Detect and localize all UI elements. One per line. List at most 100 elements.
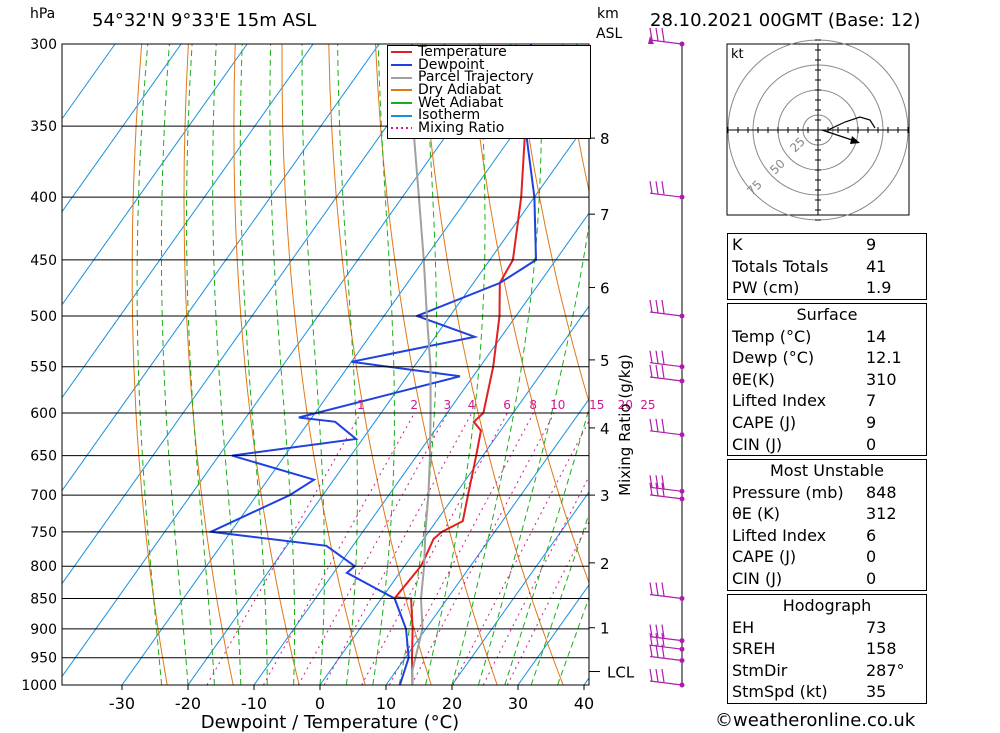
hodograph-title: Hodograph bbox=[782, 596, 872, 615]
dry-adiabat-line bbox=[937, 44, 1000, 685]
wind-barb bbox=[649, 475, 683, 492]
mu-value: 848 bbox=[866, 482, 897, 502]
hodograph-unit: kt bbox=[731, 47, 744, 62]
wind-barb-dot bbox=[679, 646, 685, 652]
index-value: 1.9 bbox=[866, 278, 892, 298]
surface-title: Surface bbox=[796, 305, 858, 324]
mu-value: 6 bbox=[866, 525, 877, 545]
legend-entry: Mixing Ratio bbox=[388, 121, 590, 135]
pressure-tick-label: 950 bbox=[30, 651, 57, 667]
mixing-ratio-line bbox=[206, 412, 362, 685]
pressure-tick-label: 450 bbox=[30, 253, 57, 269]
hodo-value: 287° bbox=[866, 660, 905, 680]
wet-adiabat-line bbox=[425, 44, 486, 685]
index-label: Totals Totals bbox=[732, 256, 829, 276]
hodo-label: StmSpd (kt) bbox=[732, 682, 828, 702]
hodo-value: 73 bbox=[866, 617, 887, 637]
surface-value: 0 bbox=[866, 434, 877, 454]
surface-row: θE(K) 310 bbox=[728, 369, 926, 391]
pressure-unit-label: hPa bbox=[30, 6, 56, 22]
mu-label: Pressure (mb) bbox=[732, 482, 844, 502]
x-axis-label: Dewpoint / Temperature (°C) bbox=[201, 712, 459, 733]
wind-barb bbox=[649, 624, 683, 642]
x-tick-label: 0 bbox=[315, 694, 325, 713]
legend-entry: Dry Adiabat bbox=[388, 83, 590, 97]
legend-entry: Isotherm bbox=[388, 109, 590, 122]
most-unstable-table: Most Unstable Pressure (mb) 848 θE (K) 312… bbox=[727, 459, 927, 591]
wind-barb bbox=[649, 299, 683, 317]
mu-value: 0 bbox=[866, 547, 877, 567]
legend-swatch bbox=[391, 127, 412, 130]
pressure-tick-label: 550 bbox=[30, 360, 57, 376]
pressure-tick-label: 600 bbox=[30, 406, 57, 422]
height-tick-label: 7 bbox=[600, 206, 610, 224]
hodo-label: SREH bbox=[732, 639, 776, 659]
mixing-ratio-label: 4 bbox=[468, 398, 476, 412]
height-tick-label: 4 bbox=[600, 420, 610, 438]
wind-barb bbox=[649, 668, 683, 686]
pressure-tick-label: 800 bbox=[30, 559, 57, 575]
legend-entry: Wet Adiabat bbox=[388, 96, 590, 110]
mixing-ratio-label: 1 bbox=[357, 398, 365, 412]
x-tick-label: -20 bbox=[175, 694, 201, 713]
isotherm-line bbox=[62, 44, 248, 306]
height-tick-label: 8 bbox=[600, 130, 610, 148]
pressure-tick-label: 900 bbox=[30, 622, 57, 638]
height-tick-label: 3 bbox=[600, 487, 610, 505]
x-tick-label: 10 bbox=[376, 694, 396, 713]
isotherm-line bbox=[62, 44, 446, 585]
surface-label: CAPE (J) bbox=[732, 412, 797, 432]
surface-row: CAPE (J) 9 bbox=[728, 412, 926, 434]
isotherm-line bbox=[451, 491, 589, 685]
mixing-ratio-line bbox=[410, 412, 555, 685]
wind-barb bbox=[649, 364, 683, 382]
hodo-row: EH 73 bbox=[728, 617, 926, 639]
index-label: K bbox=[732, 235, 743, 254]
credit-link[interactable]: ©weatheronline.co.uk bbox=[715, 710, 916, 731]
isotherm-line bbox=[62, 44, 116, 120]
height-tick-label: 6 bbox=[600, 280, 610, 298]
pressure-tick-label: 300 bbox=[30, 37, 57, 53]
plot-frame bbox=[61, 43, 590, 686]
km-label: km bbox=[597, 6, 619, 22]
surface-value: 9 bbox=[866, 412, 877, 432]
mixing-ratio-line bbox=[361, 412, 508, 685]
surface-label: Dewp (°C) bbox=[732, 348, 815, 368]
mu-row: CIN (J) 0 bbox=[728, 568, 926, 590]
dry-adiabat-line bbox=[515, 44, 589, 404]
index-row: Totals Totals 41 bbox=[728, 256, 926, 278]
pressure-tick-label: 750 bbox=[30, 525, 57, 541]
wind-barb bbox=[649, 482, 683, 500]
surface-label: Temp (°C) bbox=[732, 326, 812, 346]
isotherm-line bbox=[62, 44, 512, 678]
x-tick-label: 20 bbox=[442, 694, 462, 713]
surface-row: CIN (J) 0 bbox=[728, 434, 926, 456]
mixing-ratio-label: 8 bbox=[529, 398, 537, 412]
mu-label: CAPE (J) bbox=[732, 547, 797, 567]
legend-label: Isotherm bbox=[418, 107, 481, 124]
mu-value: 312 bbox=[866, 504, 897, 524]
isotherm-line bbox=[319, 305, 589, 685]
hodograph-table: Hodograph EH 73 SREH 158 StmDir 287° StmSpd… bbox=[727, 594, 927, 704]
mixing-ratio-line bbox=[262, 412, 415, 685]
legend: Temperature Dewpoint Parcel Trajectory Dry … bbox=[387, 45, 591, 139]
hodo-label: EH bbox=[732, 617, 755, 637]
hodo-row: SREH 158 bbox=[728, 638, 926, 660]
mu-row: Lifted Index 6 bbox=[728, 525, 926, 547]
mixing-ratio-label: 10 bbox=[550, 398, 565, 412]
dry-adiabat-line bbox=[131, 44, 168, 685]
legend-entry: Temperature bbox=[388, 44, 590, 60]
isotherm-line bbox=[385, 398, 589, 685]
index-value: 9 bbox=[866, 235, 877, 254]
dry-adiabat-line bbox=[233, 44, 300, 685]
hodo-value: 35 bbox=[866, 682, 887, 702]
isotherm-line bbox=[253, 212, 589, 685]
wet-adiabat-line bbox=[161, 44, 189, 685]
wind-barb bbox=[649, 644, 683, 662]
legend-label: Temperature bbox=[418, 44, 507, 60]
wind-barb-dot bbox=[679, 378, 685, 384]
legend-label: Dewpoint bbox=[418, 56, 485, 73]
mu-row: θE (K) 312 bbox=[728, 503, 926, 525]
mixing-ratio-label: 2 bbox=[410, 398, 418, 412]
